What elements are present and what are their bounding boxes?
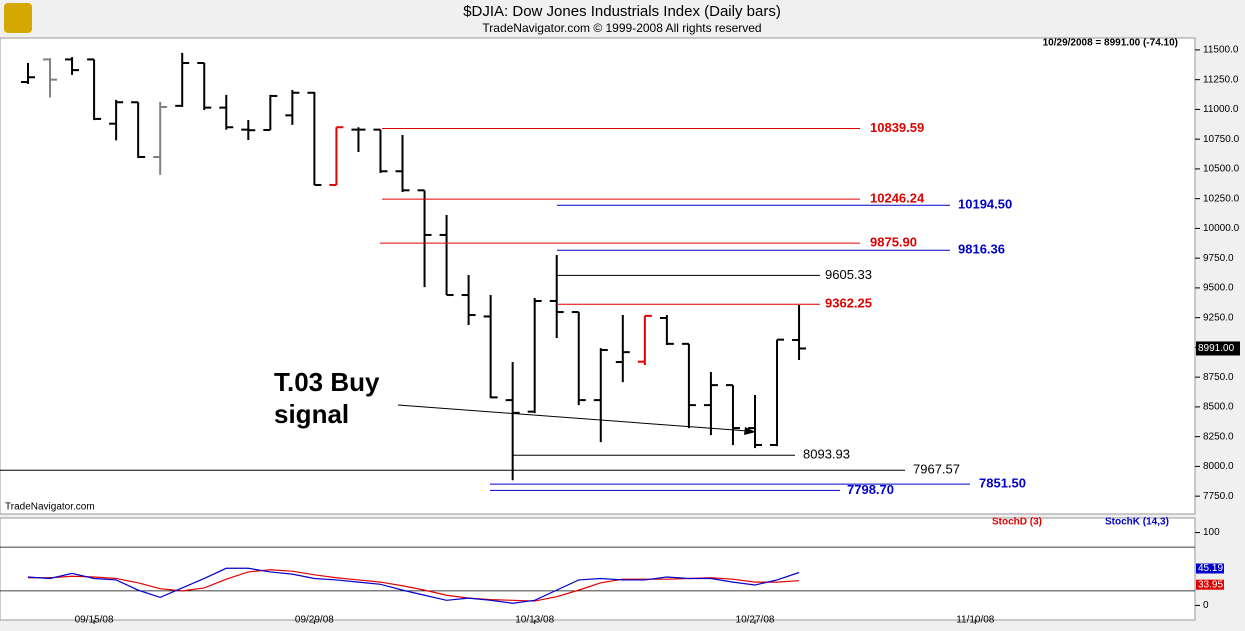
info-text: 10/29/2008 = 8991.00 (-74.10) [1043, 38, 1178, 49]
value-tag-label: 45.19 [1198, 563, 1223, 574]
y-tick-label: 9250.0 [1203, 312, 1234, 323]
chart-subtitle: TradeNavigator.com © 1999-2008 All right… [482, 21, 761, 35]
value-tag [1196, 579, 1224, 590]
x-tick-label: 10/27/08 [736, 615, 775, 626]
price-tag [1196, 341, 1240, 356]
y-tick-label: 8750.0 [1203, 372, 1234, 383]
level-label: 7851.50 [979, 476, 1026, 491]
value-tag [1196, 563, 1224, 574]
y-tick-label: 10750.0 [1203, 134, 1240, 145]
x-tick-label: 09/29/08 [295, 615, 334, 626]
y-tick-label: 10500.0 [1203, 164, 1240, 175]
level-label: 9605.33 [825, 267, 872, 282]
value-tag-label: 33.95 [1198, 579, 1223, 590]
y-tick-label: 8500.0 [1203, 402, 1234, 413]
y-tick-label: 8250.0 [1203, 431, 1234, 442]
price-plot-area [0, 37, 1196, 515]
y-tick-label: 10000.0 [1203, 223, 1240, 234]
level-label: 9875.90 [870, 235, 917, 250]
legend-entry: StochD (3) [992, 517, 1042, 528]
level-label: 9362.25 [825, 296, 872, 311]
stoch-line [27, 567, 800, 604]
y-tick-label: 8000.0 [1203, 461, 1234, 472]
annotation: T.03 Buy [274, 367, 380, 397]
y-tick-label: 100 [1203, 527, 1220, 538]
legend-entry: StochK (14,3) [1105, 517, 1169, 528]
level-label: 7967.57 [913, 462, 960, 477]
x-tick-label: 09/15/08 [75, 615, 114, 626]
y-tick-label: 7750.0 [1203, 491, 1234, 502]
y-tick-label: 10250.0 [1203, 193, 1240, 204]
level-label: 10839.59 [870, 120, 924, 135]
y-tick-label: 11250.0 [1203, 74, 1239, 85]
y-tick-label: 9500.0 [1203, 283, 1234, 294]
x-tick-label: 10/13/08 [515, 615, 554, 626]
level-label: 9816.36 [958, 242, 1005, 257]
logo [4, 3, 32, 33]
y-tick-label: 0 [1203, 600, 1209, 611]
level-label: 8093.93 [803, 447, 850, 462]
annotation: signal [274, 399, 349, 429]
arrow-head [744, 427, 756, 435]
x-tick-label: 11/10/08 [956, 615, 995, 626]
chart-title: $DJIA: Dow Jones Industrials Index (Dail… [463, 3, 781, 20]
stoch-plot-area [0, 517, 1196, 621]
y-tick-label: 11000.0 [1203, 104, 1239, 115]
price-tag-label: 8991.00 [1198, 343, 1235, 354]
y-tick-label: 11500.0 [1203, 45, 1239, 56]
level-label: 10246.24 [870, 191, 925, 206]
stoch-line [28, 569, 800, 602]
y-tick-label: 9750.0 [1203, 253, 1234, 264]
level-label: 7798.70 [847, 482, 894, 497]
level-label: 10194.50 [958, 197, 1012, 212]
watermark: TradeNavigator.com [5, 502, 95, 513]
